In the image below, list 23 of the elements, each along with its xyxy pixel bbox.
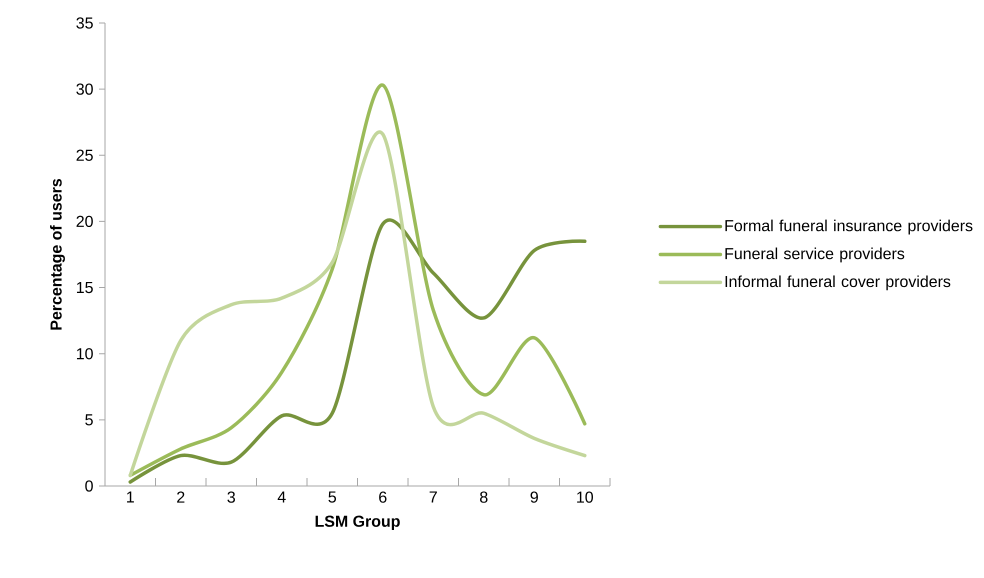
x-tick-label: 7 (430, 491, 437, 502)
legend-label: Informal funeral cover providers (726, 275, 950, 290)
x-axis-title: LSM Group (316, 516, 400, 530)
x-tick-label: 3 (227, 492, 235, 503)
y-tick-label: 0 (85, 480, 93, 492)
legend-label: Funeral service providers (725, 248, 904, 262)
y-tick-label: 20 (76, 216, 93, 228)
x-tick-label: 6 (379, 492, 386, 503)
x-tick-label: 8 (480, 492, 488, 503)
y-tick-label: 5 (85, 414, 93, 426)
y-tick-label: 15 (76, 282, 93, 294)
legend-label: Formal funeral insurance providers (725, 220, 972, 234)
y-axis-title: Percentage of users (50, 178, 65, 330)
x-tick-label: 9 (530, 492, 538, 503)
y-tick-label: 30 (76, 83, 93, 95)
x-tick-label: 1 (127, 491, 134, 502)
x-tick-label: 2 (177, 492, 184, 503)
y-tick-label: 10 (76, 348, 93, 360)
x-tick-label: 10 (577, 492, 593, 503)
x-tick-label: 4 (278, 491, 286, 502)
y-tick-label: 25 (76, 150, 93, 161)
x-tick-label: 5 (328, 491, 336, 503)
y-tick-label: 35 (76, 17, 93, 29)
